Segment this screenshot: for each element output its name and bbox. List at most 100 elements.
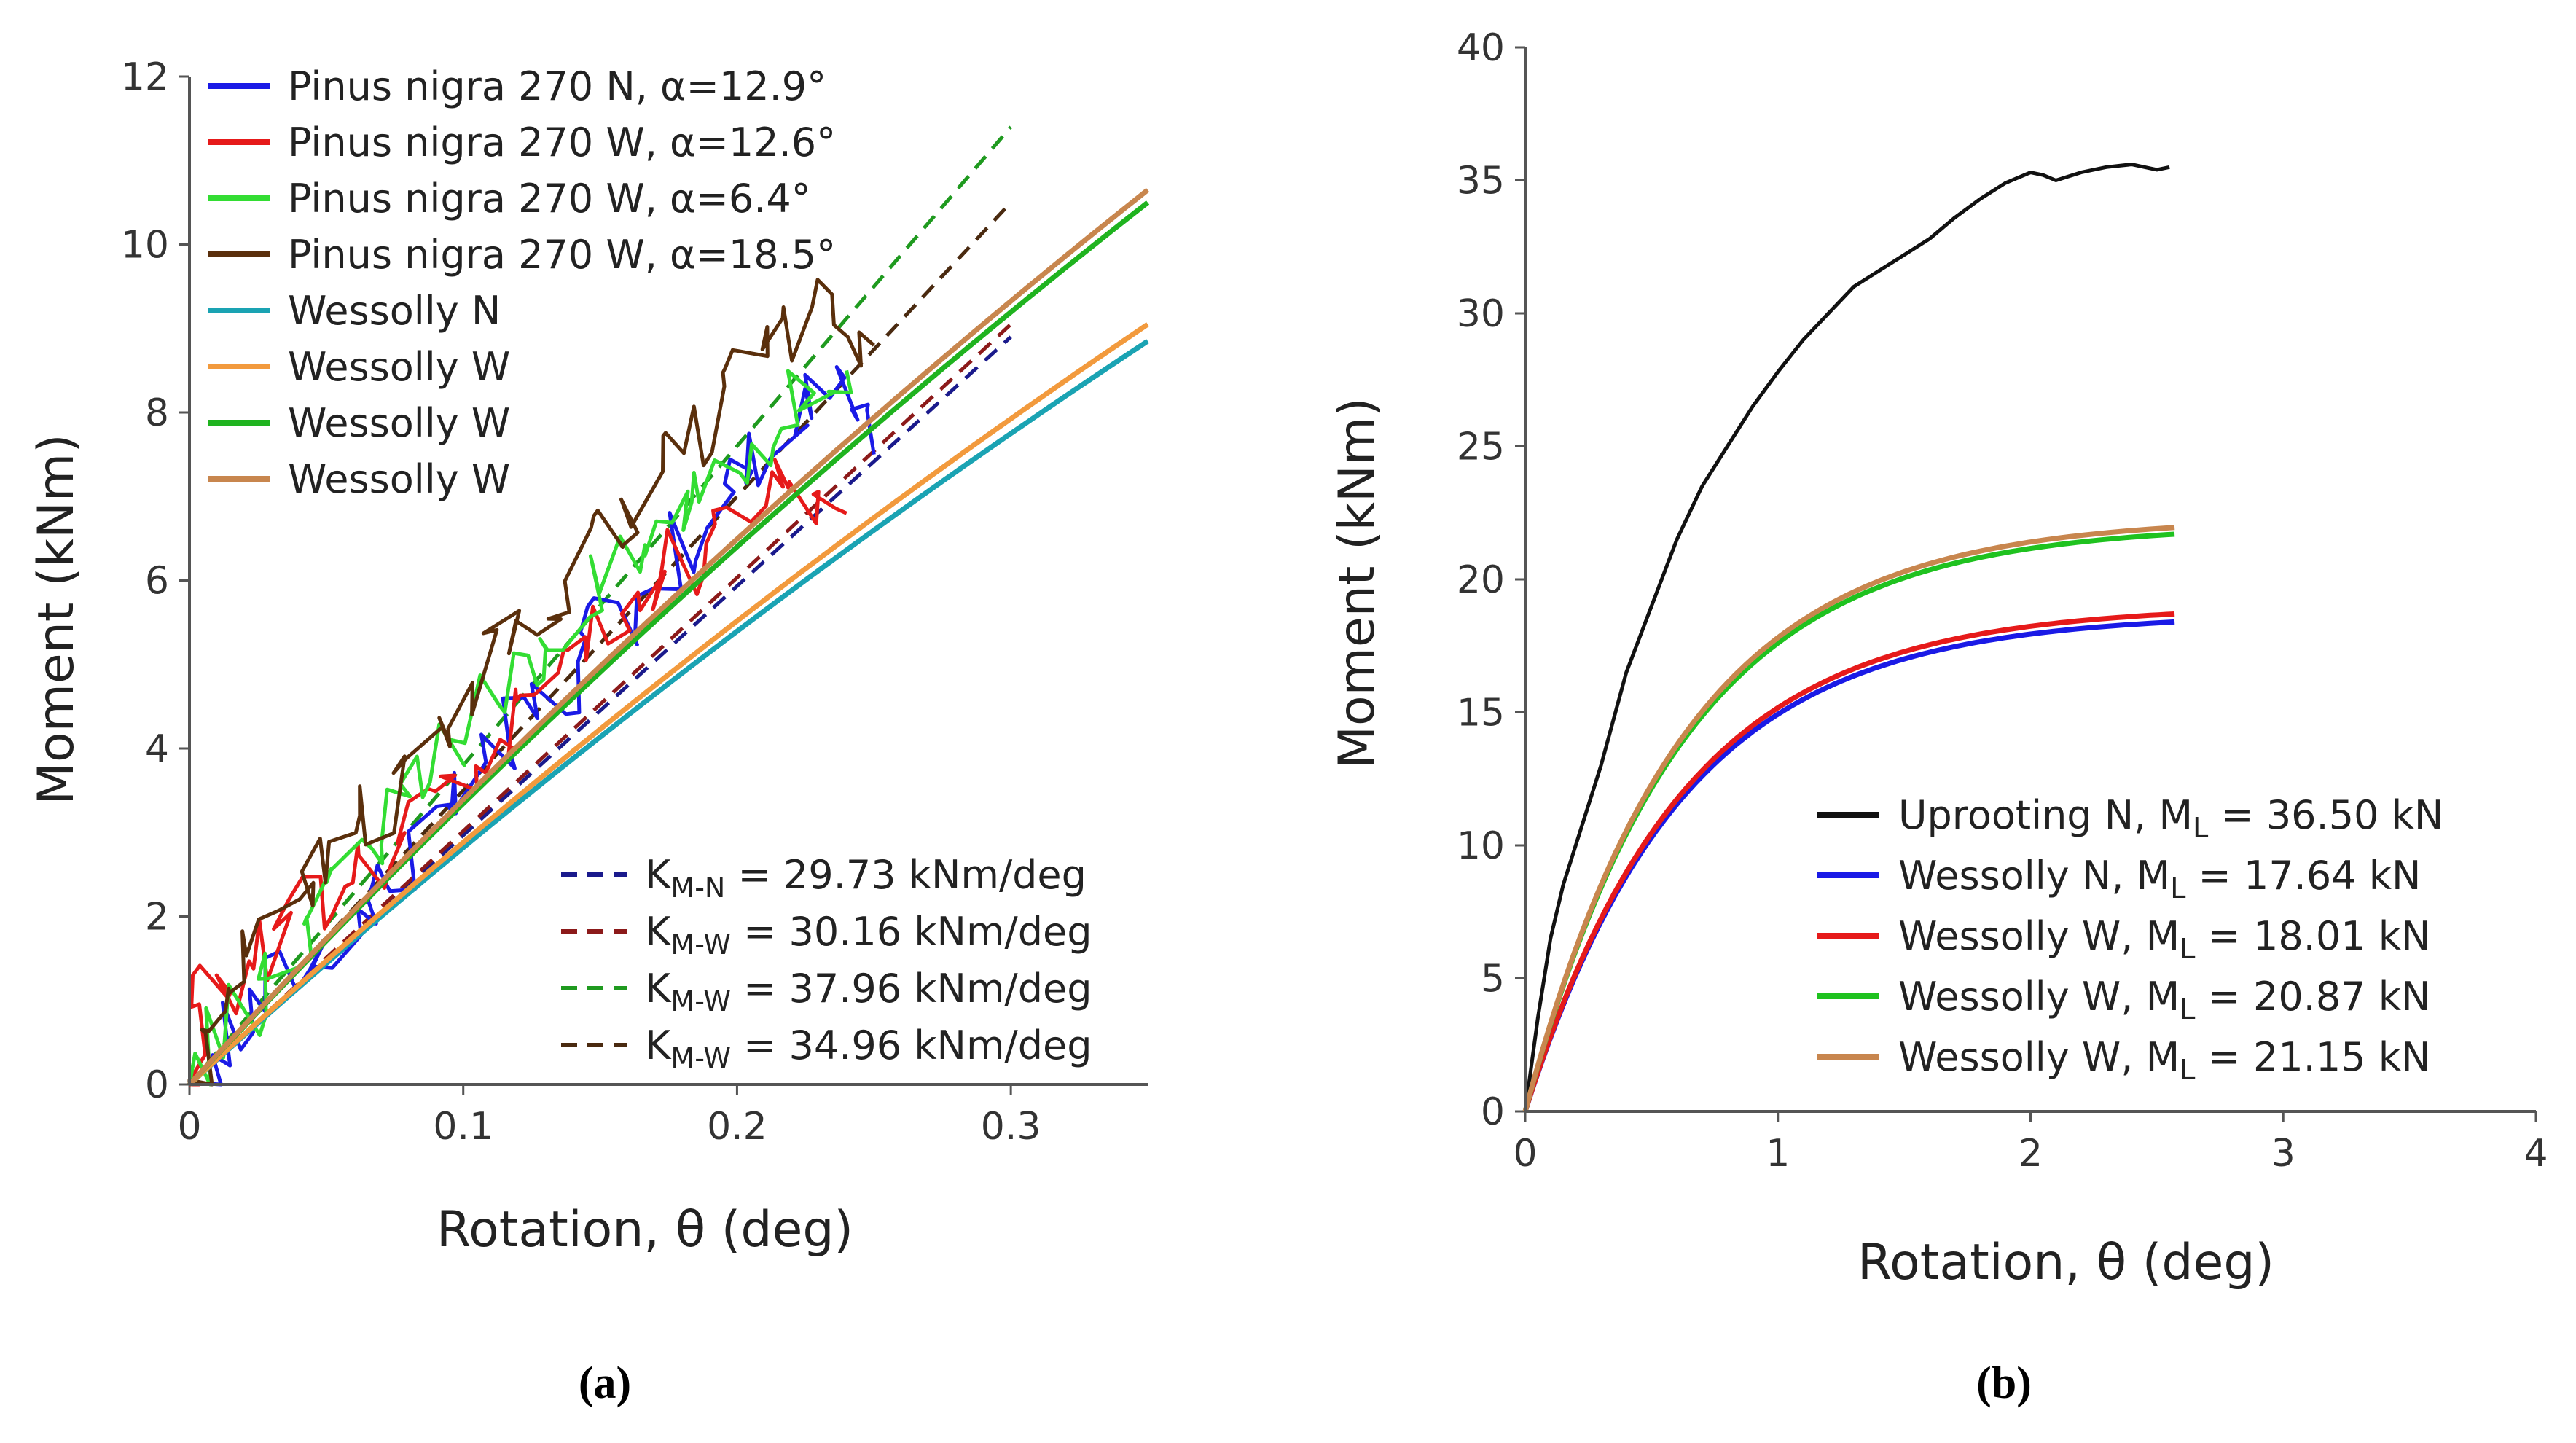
legend-ml-subscript: L <box>2180 1054 2195 1086</box>
panel-a-ticks: 0 0.1 0.2 0.3 0 2 4 6 8 10 12 <box>121 55 1041 1149</box>
panel-b-x-tick-label: 1 <box>1766 1132 1790 1176</box>
panel-b-y-tick-label: 10 <box>1457 824 1505 868</box>
panel-a-series-line-2 <box>187 458 847 1087</box>
panel-a-legend-label: Wessolly W <box>288 344 510 390</box>
panel-b-series-line-3 <box>1522 611 2175 1113</box>
legend-series-name: Wessolly W <box>1898 1034 2121 1080</box>
panel-a-y-tick-label: 0 <box>145 1063 169 1107</box>
stiffness-subscript: M-W <box>670 985 731 1017</box>
stiffness-subscript: M-W <box>670 928 731 961</box>
legend-ml-symbol: M <box>2146 974 2180 1020</box>
panel-a-series-line-8 <box>187 187 1150 1087</box>
panel-a-series <box>187 125 1150 1087</box>
panel-a-x-axis-label: Rotation, θ (deg) <box>436 1201 853 1259</box>
panel-a-y-tick-label: 10 <box>121 224 169 267</box>
panel-a-series-line-6 <box>187 322 1149 1087</box>
panel-b-y-tick-label: 30 <box>1457 292 1505 336</box>
panel-b-y-tick-label: 25 <box>1457 426 1505 469</box>
legend-series-name: Uprooting N <box>1898 792 2134 838</box>
panel-b-legend-label: Uprooting N, ML = 36.50 kN <box>1898 792 2443 844</box>
panel-a-y-axis-label: Moment (kNm) <box>28 434 85 805</box>
panel-a-stiffness-line-4 <box>188 201 1012 1086</box>
panel-b-x-axis-label: Rotation, θ (deg) <box>1857 1234 2274 1291</box>
panel-b-series-line-1 <box>1523 163 2170 1112</box>
panel-b-y-axis-label: Moment (kNm) <box>1328 397 1386 768</box>
legend-series-name: Wessolly N <box>1898 853 2111 899</box>
legend-series-name: Wessolly W <box>1898 913 2121 959</box>
panel-b-axes <box>1524 47 2536 1113</box>
legend-ml-value: = 18.01 kN <box>2195 913 2430 959</box>
stiffness-value: = 30.16 kNm/deg <box>731 909 1092 955</box>
panel-b-x-tick-label: 4 <box>2524 1132 2548 1176</box>
panel-b-y-tick-label: 0 <box>1481 1090 1505 1134</box>
panel-b-caption-text: (b) <box>1976 1358 2032 1408</box>
panel-a-legend-label: Pinus nigra 270 W, α=6.4° <box>288 176 811 222</box>
panel-a-y-tick-label: 6 <box>145 560 169 603</box>
stiffness-symbol: K <box>645 909 672 955</box>
legend-ml-value: = 21.15 kN <box>2195 1034 2430 1080</box>
panel-b-caption: (b) <box>1976 1358 2032 1408</box>
panel-b-y-tick-label: 15 <box>1457 692 1505 735</box>
stiffness-value: = 29.73 kNm/deg <box>725 852 1087 898</box>
legend-ml-subscript: L <box>2170 872 2185 904</box>
panel-a-stiffness-label: KM-W = 37.96 kNm/deg <box>645 966 1092 1017</box>
legend-ml-symbol: M <box>2158 792 2193 838</box>
legend-separator: , <box>2121 974 2145 1020</box>
stiffness-value: = 34.96 kNm/deg <box>731 1022 1092 1068</box>
panel-a-x-tick-label: 0.1 <box>433 1105 493 1149</box>
legend-series-name: Wessolly W <box>1898 974 2121 1020</box>
panel-a-x-tick-label: 0.3 <box>981 1105 1041 1149</box>
panel-b-legend-label: Wessolly W, ML = 21.15 kN <box>1898 1034 2430 1086</box>
stiffness-symbol: K <box>645 966 672 1012</box>
panel-a-stiffness-label: KM-W = 30.16 kNm/deg <box>645 909 1092 961</box>
panel-a-x-tick-label: 0 <box>177 1105 201 1149</box>
panel-b-x-tick-label: 2 <box>2019 1132 2043 1176</box>
legend-separator: , <box>2121 913 2145 959</box>
panel-b-legend-label: Wessolly N, ML = 17.64 kN <box>1898 853 2421 904</box>
panel-a-legend-label: Pinus nigra 270 W, α=18.5° <box>288 232 836 278</box>
panel-a-y-tick-label: 4 <box>145 727 169 771</box>
panel-a-x-tick-label: 0.2 <box>707 1105 767 1149</box>
legend-ml-value: = 20.87 kN <box>2195 974 2430 1020</box>
stiffness-symbol: K <box>645 852 672 898</box>
panel-a-y-tick-label: 8 <box>145 391 169 435</box>
panel-b-x-tick-label: 0 <box>1513 1132 1537 1176</box>
stiffness-subscript: M-N <box>670 872 725 904</box>
legend-ml-symbol: M <box>2146 913 2180 959</box>
legend-ml-symbol: M <box>2146 1034 2180 1080</box>
panel-a-stiffness-label: KM-W = 34.96 kNm/deg <box>645 1022 1092 1074</box>
panel-b-legend-label: Wessolly W, ML = 18.01 kN <box>1898 913 2430 965</box>
legend-ml-symbol: M <box>2137 853 2171 899</box>
panel-a-legend-label: Pinus nigra 270 N, α=12.9° <box>288 63 826 109</box>
legend-ml-value: = 17.64 kN <box>2185 853 2421 899</box>
panel-a-y-tick-label: 2 <box>145 896 169 939</box>
panel-b-series-line-5 <box>1522 525 2175 1112</box>
legend-separator: , <box>2111 853 2136 899</box>
legend-ml-subscript: L <box>2180 993 2195 1025</box>
legend-separator: , <box>2121 1034 2145 1080</box>
panel-a-legend-label: Pinus nigra 270 W, α=12.6° <box>288 120 836 165</box>
panel-b-y-tick-label: 40 <box>1457 26 1505 70</box>
panel-b-y-tick-label: 20 <box>1457 558 1505 602</box>
panel-b-y-tick-label: 5 <box>1481 958 1505 1001</box>
legend-ml-subscript: L <box>2193 812 2208 844</box>
legend-ml-value: = 36.50 kN <box>2208 792 2443 838</box>
panel-b-series <box>1522 163 2175 1113</box>
panel-a-caption-text: (a) <box>579 1358 631 1408</box>
panel-a-legend-label: Wessolly W <box>288 456 510 502</box>
legend-separator: , <box>2134 792 2158 838</box>
legend-ml-subscript: L <box>2180 933 2195 965</box>
stiffness-symbol: K <box>645 1022 672 1068</box>
stiffness-value: = 37.96 kNm/deg <box>731 966 1092 1012</box>
panel-b-y-tick-label: 35 <box>1457 160 1505 203</box>
panel-a-axes <box>188 77 1148 1086</box>
panel-b-x-tick-label: 3 <box>2271 1132 2295 1176</box>
stiffness-subscript: M-W <box>670 1042 731 1074</box>
panel-a-stiffness-label: KM-N = 29.73 kNm/deg <box>645 852 1087 904</box>
panel-a: 0 0.1 0.2 0.3 0 2 4 6 8 10 12 Rotation, θ (deg) Mo… <box>28 55 1150 1408</box>
panel-a-legend-label: Wessolly N <box>288 288 501 334</box>
